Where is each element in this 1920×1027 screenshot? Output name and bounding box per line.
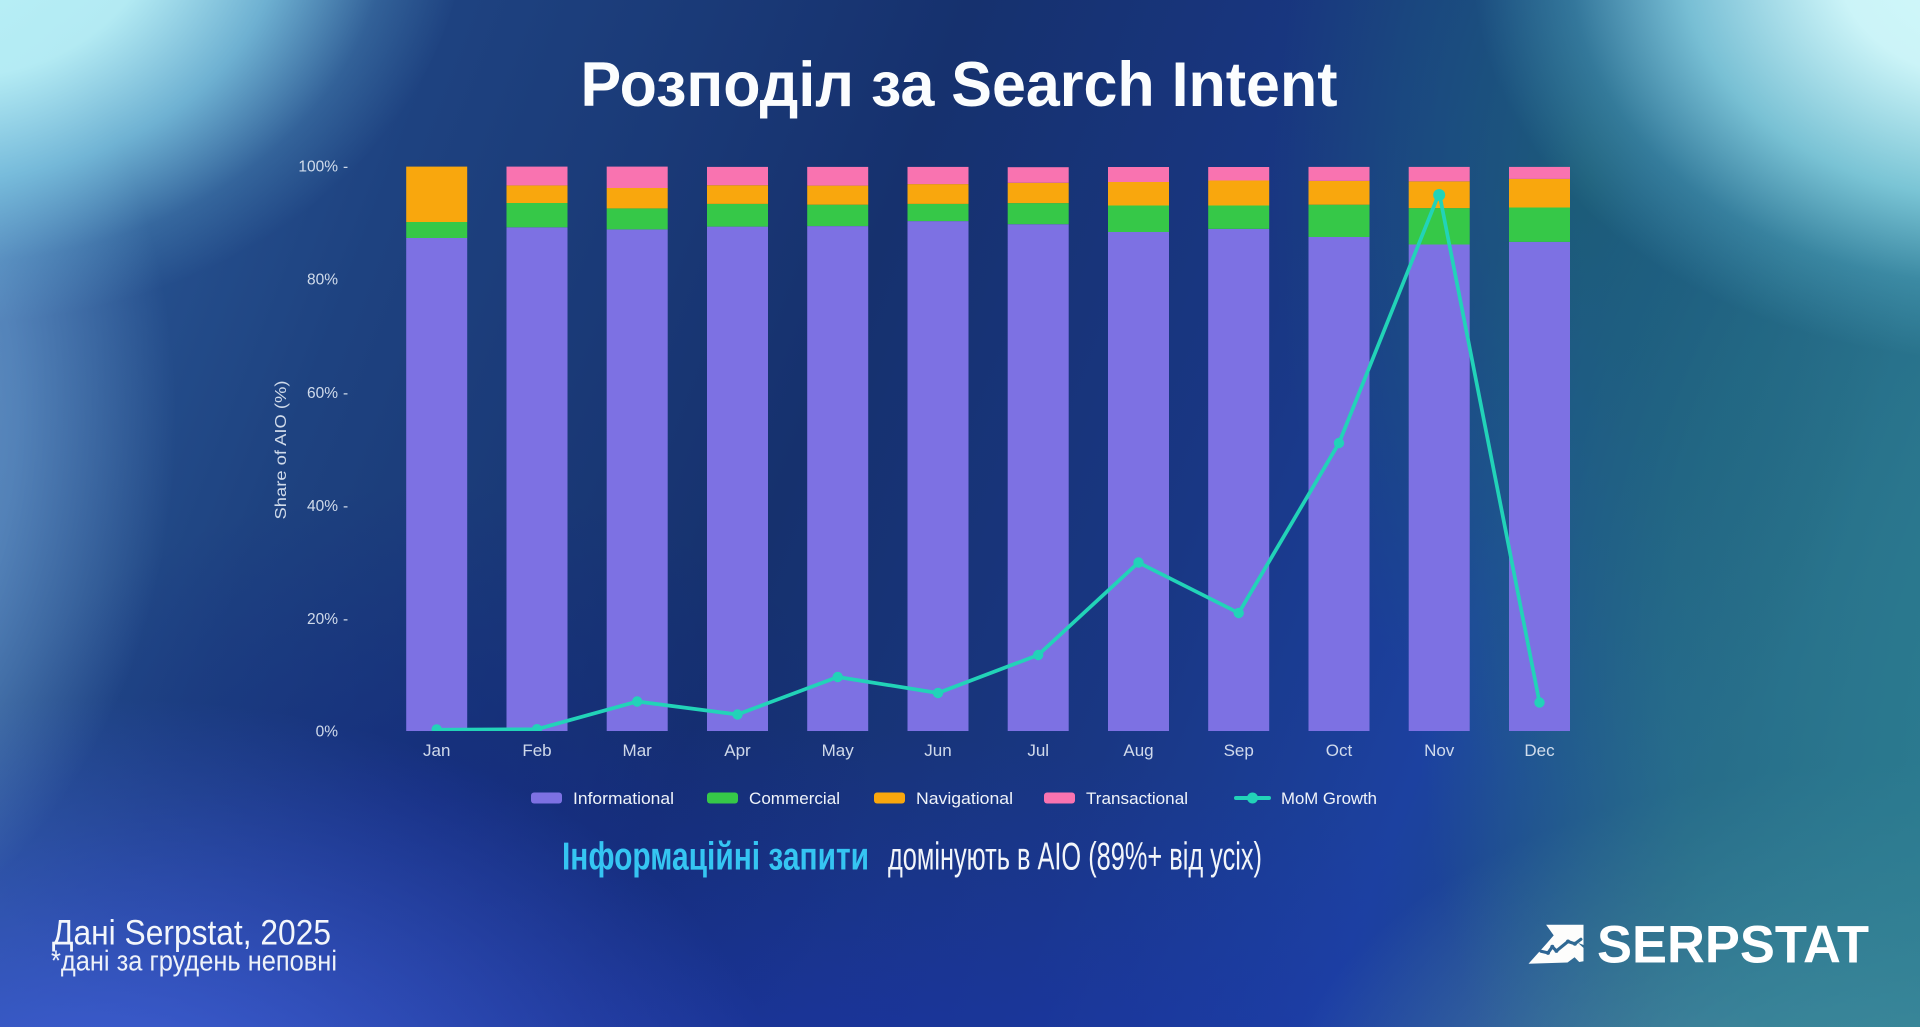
svg-text:Sep: Sep: [1224, 741, 1254, 760]
svg-text:*дані за грудень неповні: *дані за грудень неповні: [51, 946, 337, 978]
svg-text:Дані Serpstat, 2025: Дані Serpstat, 2025: [52, 913, 331, 952]
svg-text:100%: 100%: [298, 159, 338, 176]
svg-text:SERPSTAT: SERPSTAT: [1597, 915, 1869, 974]
svg-text:Jul: Jul: [1027, 741, 1049, 760]
svg-text:80%: 80%: [307, 272, 338, 289]
svg-text:20%: 20%: [307, 611, 338, 628]
svg-text:Dec: Dec: [1524, 741, 1555, 760]
svg-text:0%: 0%: [316, 724, 339, 741]
svg-text:Informational: Informational: [573, 790, 674, 808]
svg-text:40%: 40%: [307, 498, 338, 515]
svg-text:Share of AIO (%): Share of AIO (%): [273, 381, 290, 520]
svg-text:домінують в AIO (89%+ від усіх: домінують в AIO (89%+ від усіх): [888, 836, 1262, 879]
svg-text:Mar: Mar: [623, 741, 653, 760]
svg-text:Commercial: Commercial: [749, 790, 840, 808]
svg-text:Розподіл за Search Intent: Розподіл за Search Intent: [581, 50, 1338, 120]
svg-text:Nov: Nov: [1424, 741, 1455, 760]
svg-text:Feb: Feb: [522, 741, 551, 760]
svg-text:-: -: [343, 159, 348, 176]
svg-text:Jan: Jan: [423, 741, 450, 760]
svg-text:60%: 60%: [307, 385, 338, 402]
svg-text:-: -: [343, 498, 348, 515]
svg-text:Navigational: Navigational: [916, 790, 1013, 808]
svg-text:Інформаційні запити: Інформаційні запити: [562, 836, 869, 879]
svg-text:May: May: [822, 741, 855, 760]
svg-text:Aug: Aug: [1123, 741, 1153, 760]
svg-text:Transactional: Transactional: [1086, 790, 1188, 808]
svg-text:Apr: Apr: [724, 741, 751, 760]
svg-text:Jun: Jun: [924, 741, 951, 760]
svg-text:Oct: Oct: [1326, 741, 1353, 760]
svg-text:-: -: [343, 611, 348, 628]
svg-text:-: -: [343, 385, 348, 402]
svg-text:MoM Growth: MoM Growth: [1281, 790, 1377, 808]
